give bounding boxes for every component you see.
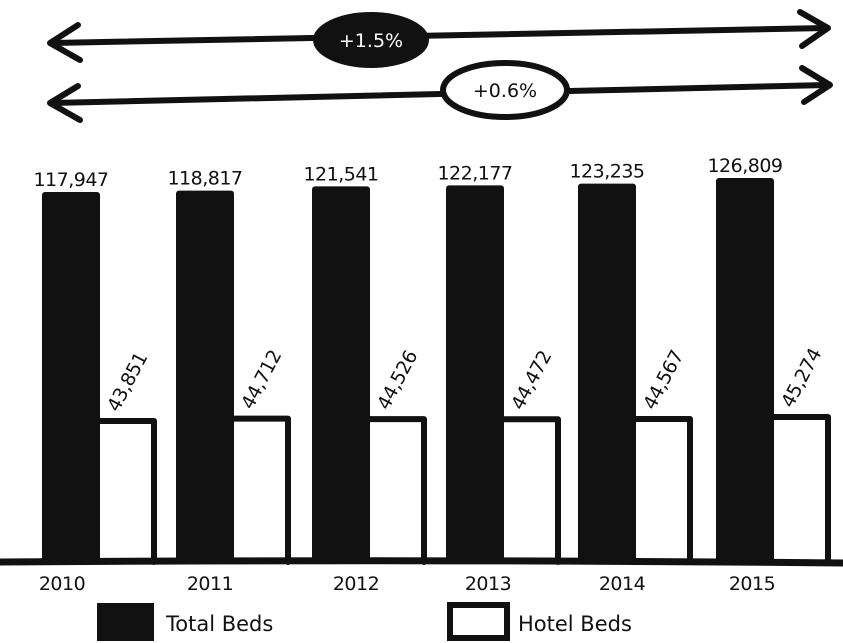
x-tick-label-2010: 2010 [39,573,85,595]
total-growth-annotation: +1.5% [47,9,831,68]
total-growth-arrow-right-head [797,9,831,49]
label-total-beds-2015: 126,809 [707,155,782,177]
bar-hotel-beds-2015 [771,414,831,565]
x-tick-label-2012: 2012 [333,573,379,595]
bar-hotel-beds-2011 [231,415,291,565]
label-hotel-beds-2013: 44,472 [507,347,556,413]
legend-label-total-beds: Total Beds [165,612,273,636]
hotel-growth-arrow-right-head [799,65,833,105]
legend: Total Beds Hotel Beds [97,602,632,641]
label-total-beds-2014: 123,235 [569,161,644,183]
label-total-beds-2013: 122,177 [437,162,512,184]
label-total-beds-2010: 117,947 [33,169,108,191]
total-growth-arrow-left-head [47,22,83,63]
total-growth-badge [313,12,429,68]
bar-hotel-beds-2012 [367,416,427,565]
label-hotel-beds-2011: 44,712 [237,347,286,413]
x-tick-label-2014: 2014 [599,573,646,595]
label-hotel-beds-2012: 44,526 [373,347,422,413]
hotel-growth-annotation: +0.6% [47,60,833,123]
x-tick-labels: 2010 2011 2012 2013 2014 2015 [39,573,776,595]
hotel-growth-arrow-left-head [47,83,83,123]
x-tick-label-2011: 2011 [187,573,233,595]
bar-hotel-beds-2010 [97,418,157,565]
bar-group: 117,947 43,851 118,817 44,712 121,541 44,526 1… [33,155,831,565]
legend-label-hotel-beds: Hotel Beds [518,612,632,636]
legend-swatch-hotel-beds [447,602,510,641]
bar-total-beds-2014 [578,183,636,563]
label-total-beds-2011: 118,817 [167,168,242,190]
bar-total-beds-2015 [716,178,774,562]
bar-total-beds-2011 [176,190,234,562]
bar-total-beds-2010 [42,192,100,562]
bar-total-beds-2012 [312,186,370,563]
hotel-growth-arrow-line [49,82,831,106]
hotel-growth-text: +0.6% [473,80,537,102]
x-axis-line [0,557,843,567]
total-growth-text: +1.5% [339,30,403,52]
x-tick-label-2013: 2013 [465,573,511,595]
legend-swatch-total-beds [97,603,154,641]
bar-hotel-beds-2014 [633,415,693,565]
bar-hotel-beds-2013 [501,416,561,565]
bar-total-beds-2013 [446,185,504,562]
label-total-beds-2012: 121,541 [303,163,378,185]
total-growth-arrow-line [49,25,829,46]
x-tick-label-2015: 2015 [729,573,775,595]
label-hotel-beds-2010: 43,851 [103,349,152,415]
hotel-growth-badge [440,60,570,120]
label-hotel-beds-2014: 44,567 [639,347,688,413]
label-hotel-beds-2015: 45,274 [777,345,826,412]
